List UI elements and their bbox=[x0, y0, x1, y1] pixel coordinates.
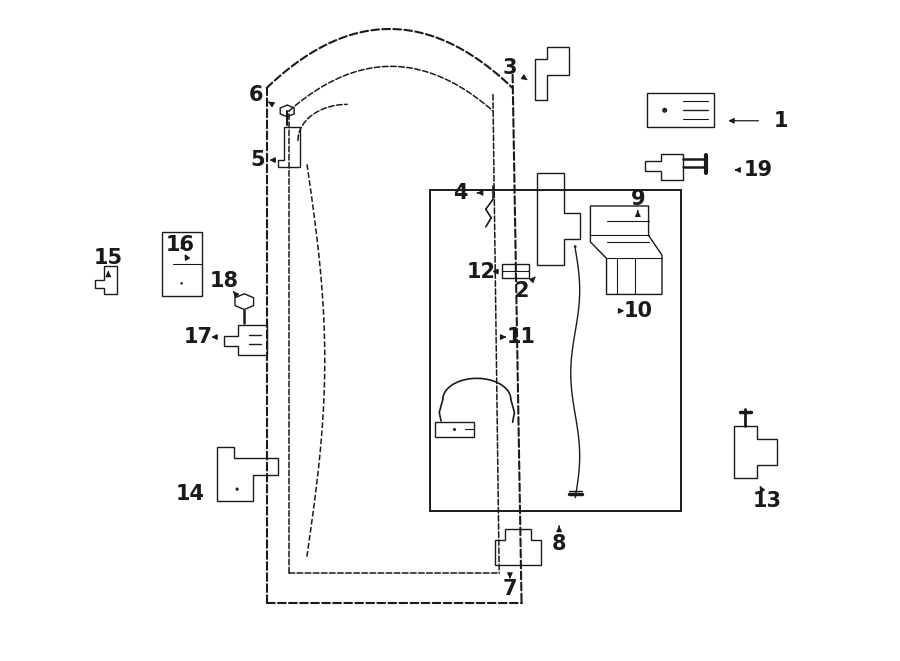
Text: 4: 4 bbox=[454, 183, 468, 203]
Text: 8: 8 bbox=[552, 533, 566, 553]
Text: 16: 16 bbox=[166, 235, 194, 255]
Text: 17: 17 bbox=[184, 327, 212, 347]
Text: 5: 5 bbox=[250, 150, 265, 170]
Text: 7: 7 bbox=[503, 580, 517, 600]
Bar bbox=[430, 190, 680, 511]
Text: 19: 19 bbox=[744, 160, 773, 180]
Text: 11: 11 bbox=[507, 327, 536, 347]
Text: 9: 9 bbox=[631, 190, 645, 210]
Text: 10: 10 bbox=[624, 301, 652, 321]
Text: 2: 2 bbox=[514, 281, 529, 301]
Text: 6: 6 bbox=[248, 85, 263, 104]
Text: 15: 15 bbox=[94, 249, 123, 268]
Text: 18: 18 bbox=[210, 272, 239, 292]
Text: 13: 13 bbox=[753, 491, 782, 511]
Text: 14: 14 bbox=[176, 485, 205, 504]
Text: 3: 3 bbox=[503, 58, 517, 78]
Text: 12: 12 bbox=[467, 262, 496, 282]
Text: 1: 1 bbox=[774, 111, 788, 131]
